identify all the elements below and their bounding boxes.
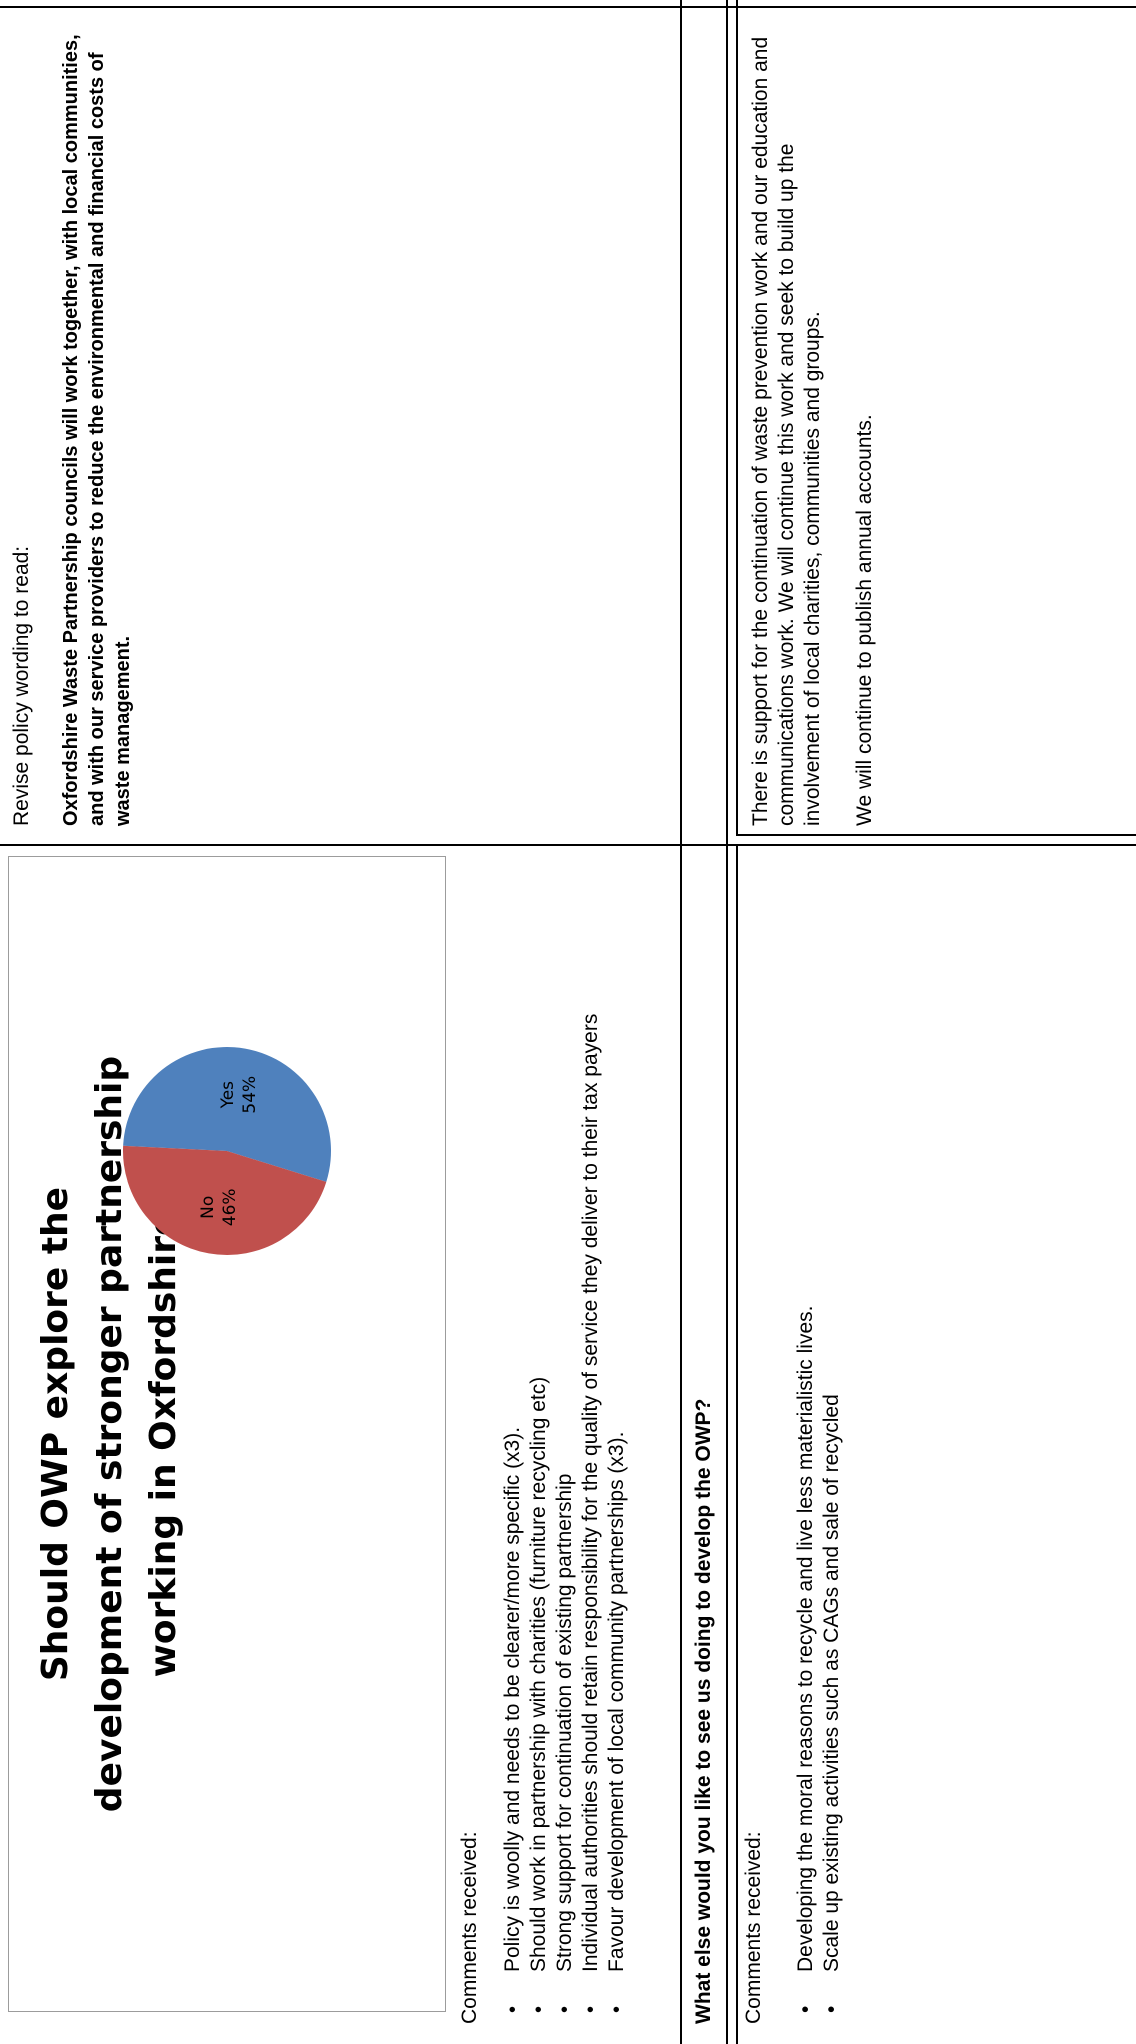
response-paragraph: There is support for the continuation of… <box>749 36 824 826</box>
pie-chart: Yes 54% No 46% <box>123 1047 331 1255</box>
pie-slice-yes <box>123 1047 331 1182</box>
policy-text: Oxfordshire Waste Partnership councils w… <box>60 34 134 826</box>
table-divider-vertical <box>0 844 1136 846</box>
table-gap-left <box>736 846 738 2044</box>
list-item: Individual authorities should retain res… <box>578 874 604 2024</box>
table-gap-right <box>736 0 738 836</box>
list-item: • Developing the moral reasons to recycl… <box>793 874 819 2024</box>
pie-label: Yes <box>218 1081 238 1110</box>
pie-value-label: 46% <box>220 1188 240 1226</box>
response-paragraph: We will continue to publish annual accou… <box>853 414 876 826</box>
bullet-icon: • <box>794 2005 817 2013</box>
list-item: Should work in partnership with charitie… <box>526 874 552 2024</box>
pie-value-label: 54% <box>240 1076 260 1114</box>
list-item: Favour development of local community pa… <box>604 874 630 2024</box>
section2-response: There is support for the continuation of… <box>748 26 878 826</box>
list-item-text: Scale up existing activities such as CAG… <box>820 1394 843 1972</box>
list-item: • Scale up existing activities such as C… <box>819 874 845 2024</box>
list-item: Strong support for continuation of exist… <box>552 874 578 2024</box>
comment-list: • Developing the moral reasons to recycl… <box>793 874 845 2024</box>
comments-label: Comments received: <box>458 1831 481 2024</box>
list-item-text: Developing the moral reasons to recycle … <box>794 1305 817 1972</box>
response-label: Revise policy wording to read: <box>10 545 33 826</box>
pie-slice-no <box>123 1145 327 1255</box>
comments-label: Comments received: <box>742 1831 765 2024</box>
table-divider-row2b <box>726 0 728 846</box>
section-question: What else would you like to see us doing… <box>692 1398 715 2024</box>
list-item: Policy is woolly and needs to be clearer… <box>500 874 526 2024</box>
pie-chart-panel: Should OWP explore the development of st… <box>8 856 446 2012</box>
bullet-icon: • <box>820 2005 843 2013</box>
table-divider-row1 <box>680 0 682 2044</box>
table-gap-divider <box>736 834 1136 836</box>
table-border-right <box>0 6 1136 8</box>
table-divider-row2 <box>726 844 728 2044</box>
pie-label: No <box>198 1196 218 1219</box>
section2-comments: Comments received: • Developing the mora… <box>741 874 845 2024</box>
comment-list: Policy is woolly and needs to be clearer… <box>500 874 630 2024</box>
